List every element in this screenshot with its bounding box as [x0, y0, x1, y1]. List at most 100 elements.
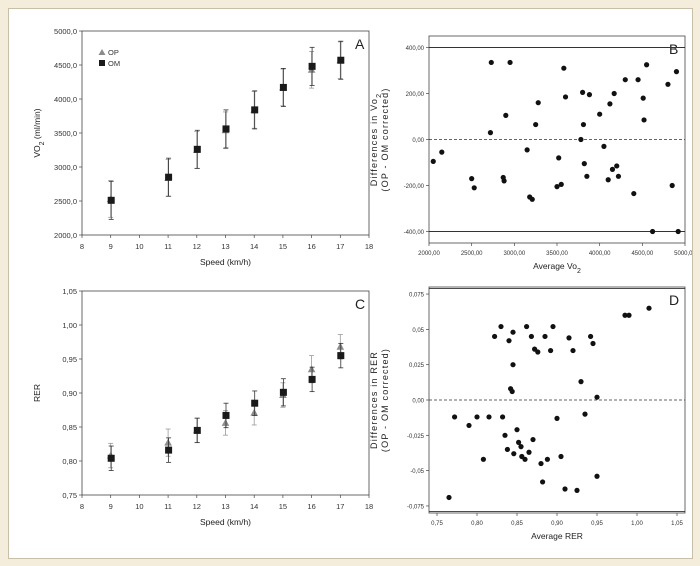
data-point [640, 95, 646, 101]
x-tick-label: 14 [250, 502, 258, 511]
data-point [510, 329, 516, 335]
x-tick-label: 5000,00 [674, 251, 692, 257]
x-tick-label: 1,00 [631, 521, 643, 527]
data-points [430, 59, 681, 235]
data-point [498, 323, 504, 330]
x-tick-label: 3500,00 [546, 251, 568, 257]
y-tick-label: 0,05 [412, 328, 424, 334]
x-tick-label: 15 [279, 242, 287, 251]
y-tick-label: 0,80 [62, 457, 77, 466]
data-point [605, 177, 611, 183]
y-tick-label: 0,90 [62, 389, 77, 398]
x-tick-label: 8 [80, 242, 84, 251]
data-point-square [308, 375, 316, 383]
data-point [518, 444, 524, 450]
data-point [487, 130, 494, 136]
y-tick-label: -400,00 [404, 230, 425, 236]
x-tick-label: 2500,00 [461, 251, 483, 257]
x-tick-label: 16 [307, 242, 315, 251]
data-point [588, 333, 594, 340]
data-point [501, 178, 507, 184]
panel-b: B 2000,00 2500,00 3000,00 3500,00 4000,00 4500… [369, 35, 697, 275]
x-tick-label: 13 [221, 242, 229, 251]
data-point [558, 181, 564, 187]
y-tick-label: 2000,0 [54, 231, 77, 240]
data-point [488, 59, 494, 66]
data-point [582, 411, 588, 417]
data-point-square [222, 411, 230, 419]
data-point [611, 90, 617, 97]
x-tick-label: 8 [80, 502, 84, 511]
data-point [622, 77, 628, 83]
data-point [570, 347, 576, 354]
data-point [492, 333, 498, 340]
data-point [578, 136, 584, 143]
data-point [446, 494, 452, 501]
panel-a: A 8 9 10 11 12 13 14 15 16 17 18 2000,0 2500,0 3000,0 3… [32, 27, 373, 267]
y-tick-label: 1,05 [62, 287, 77, 296]
data-point [503, 112, 509, 118]
data-point-square [107, 196, 115, 204]
data-point [635, 77, 641, 83]
data-point [511, 451, 517, 457]
x-axis-label: Speed (km/h) [200, 257, 251, 267]
y-axis-label-line1: Differences in Vo2 [369, 93, 383, 186]
data-point [622, 312, 628, 318]
legend-marker-triangle [98, 49, 106, 55]
data-point [544, 456, 551, 462]
data-point-square [193, 145, 201, 153]
y-tick-label: -0,05 [410, 469, 424, 475]
data-point-square [222, 125, 230, 133]
data-point-triangle [250, 408, 258, 416]
data-point [522, 456, 528, 462]
x-tick-label: 9 [109, 502, 113, 511]
y-axis-label-group: VO2 (ml/min) [32, 108, 46, 157]
data-point-square [279, 388, 287, 396]
data-point [562, 94, 569, 100]
y-tick-label: 0,075 [409, 293, 425, 299]
y-tick-label: 3000,0 [54, 163, 77, 172]
panel-letter: D [669, 292, 679, 308]
data-point [669, 182, 675, 189]
data-point [471, 185, 477, 191]
y-tick-label: 5000,0 [54, 27, 77, 36]
y-tick-label: 2500,0 [54, 197, 77, 206]
x-tick-label: 16 [307, 502, 315, 511]
data-point [580, 89, 586, 95]
y-tick-label: 400,00 [406, 46, 425, 52]
data-point-square [308, 62, 316, 70]
data-point [609, 166, 616, 172]
x-tick-label: 11 [164, 242, 172, 251]
x-tick-label: 4000,00 [589, 251, 611, 257]
data-point [480, 456, 486, 462]
data-point [556, 155, 562, 161]
data-point [530, 436, 536, 443]
x-tick-label: 0,90 [551, 521, 563, 527]
data-point [615, 173, 622, 179]
data-point-square [107, 454, 115, 462]
data-points [446, 305, 652, 501]
series-om [107, 342, 345, 471]
legend: OP OM [98, 48, 120, 68]
y-tick-label: -0,075 [407, 504, 425, 510]
data-point-triangle [336, 342, 345, 350]
data-point [590, 340, 596, 347]
y-tick-label: 0,00 [412, 399, 424, 405]
data-point [649, 228, 656, 235]
data-point [586, 92, 593, 98]
x-tick-label: 17 [336, 502, 344, 511]
y-tick-label: 0,00 [412, 138, 424, 144]
legend-marker-square [99, 60, 105, 66]
data-point [646, 305, 652, 311]
x-tick-label: 0,95 [591, 521, 603, 527]
data-point [548, 347, 554, 354]
data-point [430, 158, 436, 164]
data-point-square [165, 173, 173, 181]
data-point [607, 101, 613, 107]
data-point [626, 312, 632, 318]
legend-label: OP [108, 48, 119, 57]
data-point [538, 460, 544, 467]
panel-letter: C [355, 296, 365, 312]
y-tick-label: 4000,0 [54, 95, 77, 104]
x-tick-label: 0,80 [471, 521, 483, 527]
